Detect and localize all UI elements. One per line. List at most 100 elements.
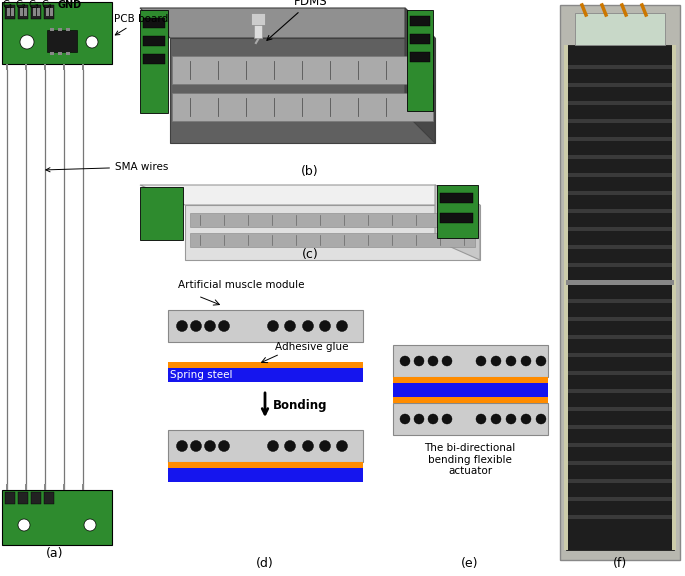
Bar	[568, 65, 672, 69]
Bar	[568, 263, 672, 267]
Text: C₃: C₃	[29, 0, 40, 10]
Circle shape	[284, 320, 295, 332]
Polygon shape	[140, 185, 480, 205]
Bar	[63, 64, 65, 70]
Circle shape	[506, 414, 516, 424]
Circle shape	[521, 356, 531, 366]
Bar	[393, 403, 548, 435]
Circle shape	[491, 356, 501, 366]
Bar	[168, 468, 363, 482]
Bar	[568, 281, 672, 285]
Bar	[168, 362, 363, 368]
Bar	[568, 245, 672, 249]
Circle shape	[428, 414, 438, 424]
Bar	[44, 5, 54, 19]
Bar	[566, 45, 674, 550]
Circle shape	[268, 320, 279, 332]
Text: C₂: C₂	[16, 0, 27, 10]
Bar	[168, 368, 363, 382]
Text: (c): (c)	[301, 248, 319, 261]
Bar	[5, 492, 15, 504]
Bar	[58, 28, 62, 31]
Bar	[568, 137, 672, 141]
Bar	[44, 492, 54, 504]
Circle shape	[521, 414, 531, 424]
Bar	[568, 497, 672, 501]
Bar	[568, 299, 672, 303]
Polygon shape	[435, 185, 480, 260]
Text: (b): (b)	[301, 165, 319, 178]
Circle shape	[219, 441, 229, 452]
Bar	[568, 227, 672, 231]
Bar	[44, 64, 46, 70]
Bar	[6, 484, 8, 490]
Circle shape	[268, 441, 279, 452]
Bar	[7, 8, 10, 16]
Bar	[2, 2, 112, 64]
Circle shape	[177, 441, 188, 452]
Circle shape	[476, 414, 486, 424]
Bar	[2, 490, 112, 545]
Text: Spring steel: Spring steel	[170, 370, 232, 380]
Circle shape	[336, 441, 347, 452]
Bar	[393, 383, 548, 397]
Bar	[568, 461, 672, 465]
Bar	[568, 83, 672, 87]
Bar	[50, 28, 54, 31]
Text: C₄: C₄	[42, 0, 53, 10]
Circle shape	[400, 414, 410, 424]
Bar	[20, 8, 23, 16]
Circle shape	[284, 441, 295, 452]
Bar	[575, 13, 665, 45]
Bar	[568, 353, 672, 357]
Bar	[568, 173, 672, 177]
Circle shape	[86, 36, 98, 48]
Circle shape	[84, 519, 96, 531]
Bar	[18, 5, 28, 19]
Bar	[568, 515, 672, 519]
Bar	[568, 335, 672, 339]
Bar	[50, 52, 54, 55]
Bar	[566, 280, 674, 285]
Circle shape	[177, 320, 188, 332]
Bar	[5, 5, 15, 19]
Bar	[568, 209, 672, 213]
Bar	[33, 8, 36, 16]
Bar	[190, 233, 475, 247]
Circle shape	[536, 356, 546, 366]
Text: Artificial muscle module: Artificial muscle module	[178, 280, 305, 290]
Text: The bi-directional
bending flexible
actuator: The bi-directional bending flexible actu…	[425, 443, 516, 476]
Bar	[568, 101, 672, 105]
Bar	[58, 52, 62, 55]
Bar	[568, 443, 672, 447]
Bar	[50, 8, 53, 16]
Polygon shape	[140, 8, 435, 38]
Bar	[410, 16, 430, 26]
Bar	[568, 407, 672, 411]
Bar	[172, 93, 433, 121]
Text: GND: GND	[58, 0, 82, 10]
Circle shape	[319, 320, 330, 332]
Text: (d): (d)	[256, 557, 274, 570]
Circle shape	[400, 356, 410, 366]
Bar	[25, 484, 27, 490]
Bar	[82, 64, 84, 70]
Bar	[143, 36, 165, 46]
Polygon shape	[170, 38, 435, 143]
Circle shape	[476, 356, 486, 366]
Text: (e): (e)	[461, 557, 479, 570]
Bar	[393, 345, 548, 377]
Circle shape	[442, 414, 452, 424]
Bar	[251, 13, 265, 25]
Text: (a): (a)	[47, 547, 64, 560]
Circle shape	[20, 35, 34, 49]
Circle shape	[303, 320, 314, 332]
Circle shape	[414, 356, 424, 366]
Bar	[63, 484, 65, 490]
Bar	[440, 213, 473, 223]
Circle shape	[442, 356, 452, 366]
Text: SMA wires: SMA wires	[46, 162, 169, 172]
Polygon shape	[185, 205, 480, 260]
Circle shape	[303, 441, 314, 452]
Text: PDMS: PDMS	[267, 0, 327, 40]
